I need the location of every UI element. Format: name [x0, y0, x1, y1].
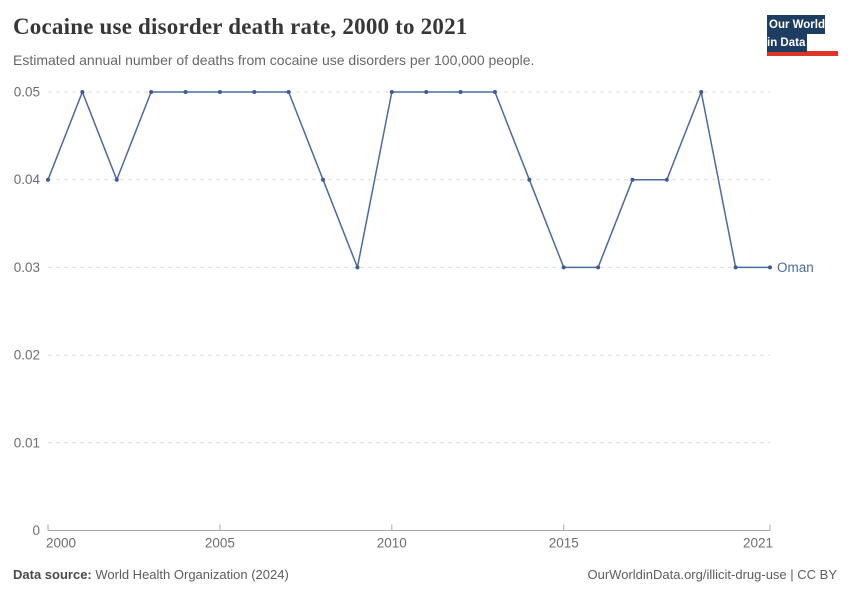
data-source-text: World Health Organization (2024)	[91, 567, 289, 582]
y-tick-label: 0.04	[14, 172, 41, 187]
y-tick-label: 0.05	[14, 85, 40, 100]
x-tick-label: 2015	[549, 536, 579, 551]
data-point[interactable]	[596, 265, 601, 270]
data-point[interactable]	[733, 265, 738, 270]
data-point[interactable]	[149, 90, 154, 94]
data-point[interactable]	[286, 90, 291, 94]
x-tick-label: 2005	[205, 536, 235, 551]
data-point[interactable]	[183, 90, 188, 94]
data-point[interactable]	[217, 90, 222, 94]
owid-logo-text: Our World in Data	[767, 15, 826, 52]
chart-subtitle: Estimated annual number of deaths from c…	[13, 52, 535, 68]
data-point[interactable]	[664, 177, 669, 182]
credit-link[interactable]: OurWorldinData.org/illicit-drug-use | CC…	[587, 567, 838, 582]
data-point[interactable]	[389, 90, 394, 94]
data-point[interactable]	[699, 90, 704, 94]
chart-title: Cocaine use disorder death rate, 2000 to…	[13, 14, 468, 39]
y-tick-label: 0.03	[14, 260, 40, 275]
data-point[interactable]	[527, 177, 532, 182]
series-label[interactable]: Oman	[777, 260, 814, 275]
data-point[interactable]	[630, 177, 635, 182]
data-point[interactable]	[561, 265, 566, 270]
y-tick-label: 0.02	[14, 348, 40, 363]
data-point[interactable]	[492, 90, 497, 94]
data-source: Data source: World Health Organization (…	[13, 567, 289, 582]
owid-logo-red-bar	[767, 51, 838, 56]
data-point[interactable]	[768, 265, 772, 270]
y-tick-label: 0.01	[14, 435, 40, 450]
data-source-label: Data source:	[13, 567, 92, 582]
x-tick-label: 2000	[46, 536, 76, 551]
logo-line-2: in Data	[767, 37, 806, 49]
owid-logo[interactable]: Our World in Data	[767, 15, 838, 56]
data-point[interactable]	[252, 90, 257, 94]
data-point[interactable]	[114, 177, 119, 182]
data-point[interactable]	[458, 90, 463, 94]
data-point[interactable]	[80, 90, 85, 94]
chart-footer: Data source: World Health Organization (…	[13, 567, 837, 582]
data-point[interactable]	[355, 265, 360, 270]
x-tick-label: 2010	[377, 536, 407, 551]
data-point[interactable]	[424, 90, 429, 94]
data-point[interactable]	[321, 177, 326, 182]
data-line[interactable]	[47, 91, 771, 269]
logo-line-1: Our World	[769, 19, 826, 31]
y-tick-label: 0	[32, 523, 40, 538]
x-tick-label: 2021	[743, 536, 773, 551]
data-point[interactable]	[46, 177, 50, 182]
